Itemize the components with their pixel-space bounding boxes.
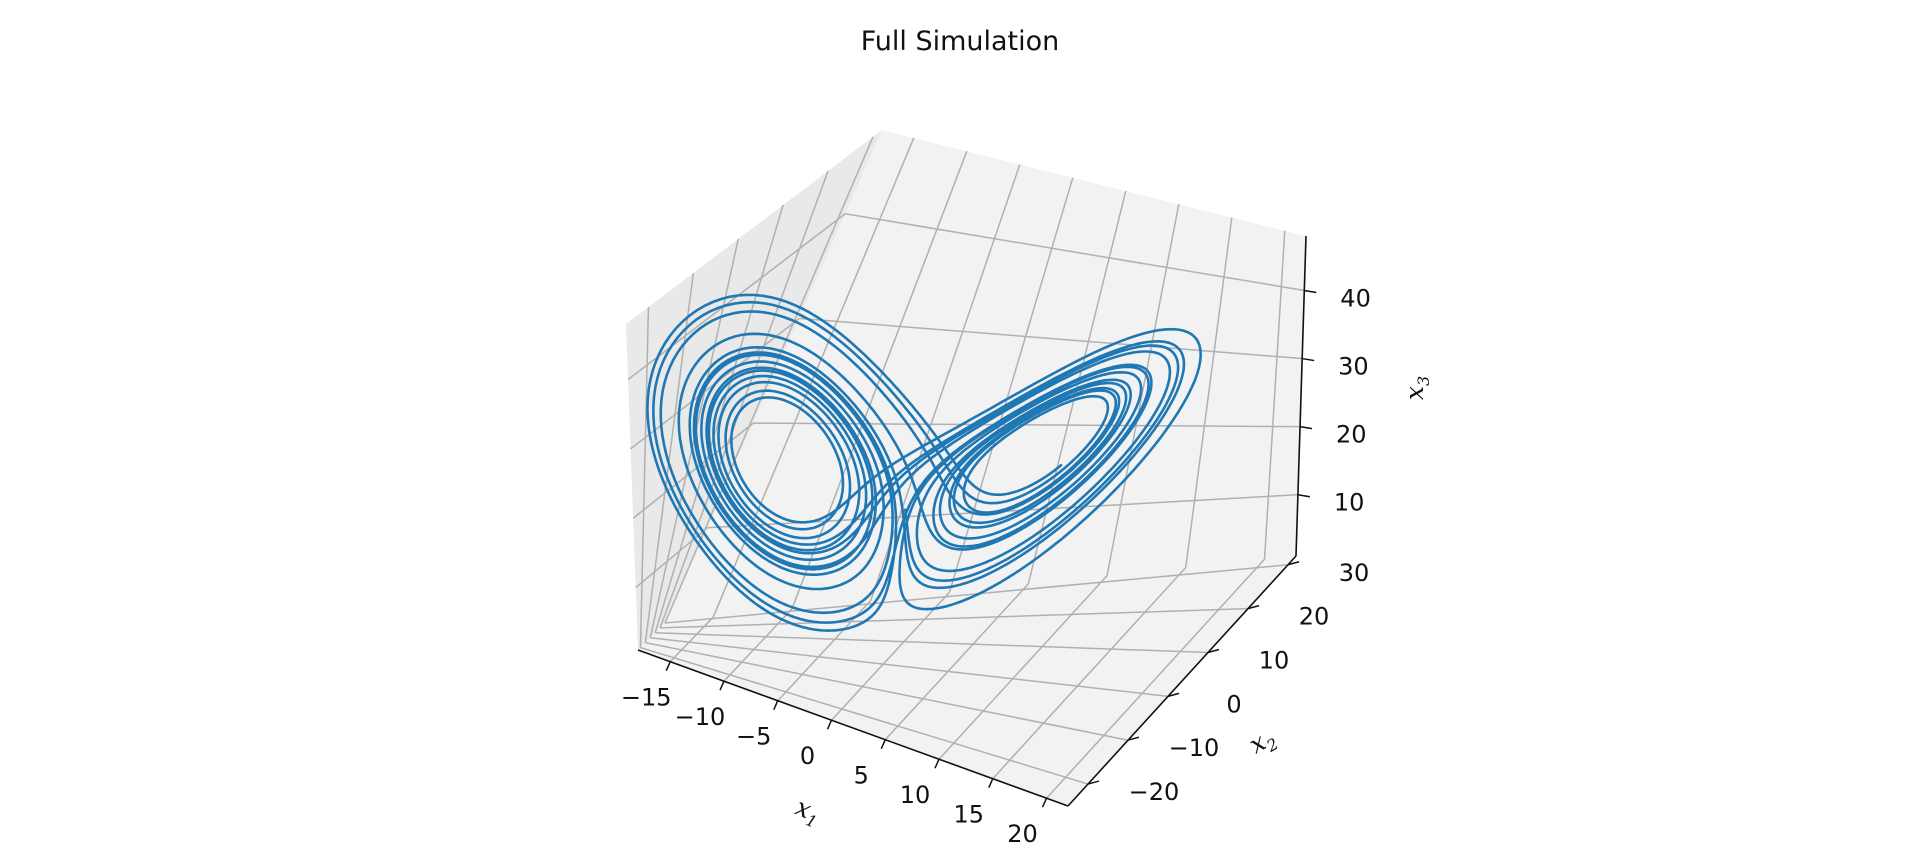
x1-tick-mark bbox=[773, 700, 779, 711]
back-pane bbox=[666, 130, 1306, 622]
grid-line-x1 bbox=[723, 608, 793, 682]
grid-line-x1 bbox=[1045, 558, 1266, 799]
grid-line-x1 bbox=[992, 567, 1187, 780]
grid-line-x2 bbox=[650, 636, 1169, 698]
x2-tick-label: 30 bbox=[1339, 559, 1370, 587]
trajectory-line bbox=[646, 293, 1202, 632]
x1-tick-mark bbox=[826, 719, 833, 730]
x3-axis-line bbox=[1295, 235, 1307, 557]
grid-line-x2 bbox=[640, 646, 1089, 785]
x2-tick-label: −10 bbox=[1169, 734, 1220, 762]
grid-line-x2 bbox=[659, 170, 829, 629]
x1-tick-mark bbox=[880, 739, 886, 750]
x1-tick-label: −10 bbox=[675, 703, 726, 731]
x3-tick-mark bbox=[1297, 493, 1311, 498]
left-pane bbox=[626, 130, 882, 650]
grid-line-x2 bbox=[655, 632, 1209, 654]
x2-axis-line bbox=[1067, 555, 1297, 807]
grid-line-x2 bbox=[664, 136, 874, 624]
grid-line-x3 bbox=[799, 317, 1303, 360]
x1-tick-label: 20 bbox=[1007, 820, 1038, 848]
x1-tick-label: 0 bbox=[800, 742, 815, 770]
x1-tick-mark bbox=[934, 758, 940, 769]
x2-tick-mark bbox=[1087, 780, 1100, 785]
x1-tick-mark bbox=[988, 778, 994, 789]
x1-tick-label: 10 bbox=[900, 781, 931, 809]
x1-tick-label: −15 bbox=[621, 684, 672, 712]
x1-tick-mark bbox=[665, 661, 671, 672]
x1-tick-label: 15 bbox=[953, 801, 984, 829]
x2-tick-label: 10 bbox=[1259, 646, 1290, 674]
axes-group bbox=[637, 235, 1307, 807]
grid-line-x1 bbox=[884, 583, 1029, 741]
grid-line-x2 bbox=[645, 641, 1129, 741]
x1-tick-mark bbox=[719, 680, 725, 691]
grid-line-x1 bbox=[1263, 230, 1286, 560]
grid-line-x2 bbox=[660, 607, 1249, 629]
grid-line-x1 bbox=[791, 150, 968, 610]
grid-line-x1 bbox=[938, 575, 1108, 760]
x3-tick-mark bbox=[1304, 289, 1317, 294]
x3-tick-label: 30 bbox=[1338, 353, 1369, 381]
x2-tick-mark bbox=[1287, 561, 1300, 566]
x1-tick-label: −5 bbox=[736, 723, 771, 751]
x3-tick-label: 40 bbox=[1340, 284, 1371, 312]
grid-line-x2 bbox=[639, 306, 650, 648]
x3-tick-mark bbox=[1299, 425, 1313, 430]
x3-tick-label: 20 bbox=[1336, 421, 1367, 449]
chart-title: Full Simulation bbox=[860, 26, 1060, 57]
grid-line-x1 bbox=[669, 616, 714, 663]
x2-tick-mark bbox=[1247, 604, 1260, 610]
grid-line-x3 bbox=[632, 422, 754, 519]
x1-tick-label: 5 bbox=[854, 762, 869, 790]
x2-tick-label: 0 bbox=[1226, 690, 1241, 718]
grid-line-x1 bbox=[830, 591, 951, 721]
x2-tick-mark bbox=[1127, 736, 1140, 741]
x2-tick-label: 20 bbox=[1299, 603, 1330, 631]
x1-axis-label: x1 bbox=[790, 792, 825, 832]
x3-tick-label: 10 bbox=[1334, 489, 1365, 517]
grid-line-x1 bbox=[1185, 217, 1233, 568]
x1-tick-mark bbox=[1041, 797, 1048, 808]
x2-axis-label: x2 bbox=[1244, 722, 1282, 763]
x2-tick-mark bbox=[1207, 648, 1220, 654]
x3-axis-label: x3 bbox=[1400, 376, 1433, 400]
grid-line-x1 bbox=[948, 177, 1074, 593]
x2-tick-label: −20 bbox=[1129, 778, 1180, 806]
grid-line-x1 bbox=[1106, 204, 1180, 576]
x2-tick-mark bbox=[1167, 692, 1180, 698]
grid-line-x3 bbox=[845, 213, 1305, 292]
x1-axis-line bbox=[637, 649, 1069, 807]
x3-tick-mark bbox=[1302, 357, 1315, 362]
grid-line-x2 bbox=[644, 272, 695, 643]
series-group bbox=[646, 293, 1202, 632]
